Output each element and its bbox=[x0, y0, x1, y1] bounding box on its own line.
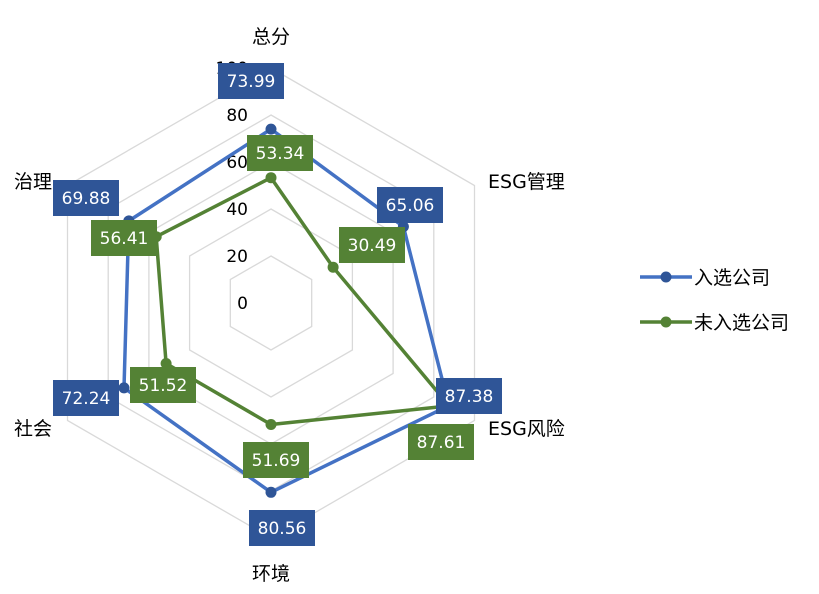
data-label-series-2-4: 51.52 bbox=[130, 367, 196, 403]
series-layer bbox=[118, 123, 455, 498]
legend-marker-series-1 bbox=[660, 271, 672, 283]
data-label-text: 69.88 bbox=[62, 189, 111, 209]
data-label-box bbox=[53, 380, 119, 416]
data-label-text: 51.69 bbox=[252, 451, 301, 471]
legend-marker-series-2 bbox=[660, 316, 672, 328]
data-label-text: 53.34 bbox=[256, 144, 305, 164]
axis-label-2: ESG风险 bbox=[488, 418, 565, 440]
data-label-series-1-4: 72.24 bbox=[53, 380, 119, 416]
tick-label-40: 40 bbox=[226, 200, 248, 220]
point-series-2-0 bbox=[265, 172, 277, 184]
data-label-text: 87.61 bbox=[417, 433, 466, 453]
data-label-box bbox=[249, 510, 315, 546]
data-label-box bbox=[91, 220, 157, 256]
data-label-series-1-2: 87.38 bbox=[436, 378, 502, 414]
data-label-series-2-2: 87.61 bbox=[408, 424, 474, 460]
point-series-1-3 bbox=[265, 486, 277, 498]
data-label-box bbox=[436, 378, 502, 414]
data-label-box bbox=[130, 367, 196, 403]
data-labels: 73.99 65.06 87.38 80.56 72.24 69.88 53.34 30.49… bbox=[53, 63, 502, 546]
data-label-series-2-1: 30.49 bbox=[339, 227, 405, 263]
tick-label-20: 20 bbox=[226, 247, 248, 267]
data-label-box bbox=[377, 187, 443, 223]
data-label-text: 51.52 bbox=[139, 376, 188, 396]
data-label-text: 80.56 bbox=[258, 519, 307, 539]
data-label-text: 72.24 bbox=[62, 389, 111, 409]
data-label-series-1-0: 73.99 bbox=[218, 63, 284, 99]
point-series-1-0 bbox=[265, 123, 277, 135]
legend-item-series-1: 入选公司 bbox=[640, 267, 770, 289]
data-label-text: 73.99 bbox=[227, 72, 276, 92]
point-series-2-1 bbox=[327, 261, 339, 273]
legend-label-series-1: 入选公司 bbox=[694, 267, 770, 289]
data-label-box bbox=[53, 180, 119, 216]
legend: 入选公司 未入选公司 bbox=[640, 267, 789, 334]
data-label-series-2-3: 51.69 bbox=[243, 442, 309, 478]
legend-label-series-2: 未入选公司 bbox=[694, 312, 789, 334]
data-label-series-1-5: 69.88 bbox=[53, 180, 119, 216]
legend-item-series-2: 未入选公司 bbox=[640, 312, 789, 334]
data-label-text: 65.06 bbox=[386, 196, 435, 216]
data-label-series-1-3: 80.56 bbox=[249, 510, 315, 546]
tick-label-60: 60 bbox=[226, 153, 248, 173]
axis-label-4: 社会 bbox=[14, 418, 52, 440]
data-label-text: 56.41 bbox=[100, 229, 149, 249]
axis-label-1: ESG管理 bbox=[488, 171, 565, 193]
axis-label-5: 治理 bbox=[14, 171, 52, 193]
data-label-box bbox=[339, 227, 405, 263]
point-series-1-4 bbox=[118, 382, 130, 394]
tick-label-80: 80 bbox=[226, 106, 248, 126]
data-label-series-1-1: 65.06 bbox=[377, 187, 443, 223]
data-label-series-2-5: 56.41 bbox=[91, 220, 157, 256]
tick-label-0: 0 bbox=[237, 294, 248, 314]
data-label-box bbox=[243, 442, 309, 478]
data-label-box bbox=[408, 424, 474, 460]
data-label-text: 30.49 bbox=[348, 236, 397, 256]
data-label-box bbox=[218, 63, 284, 99]
gridline-80 bbox=[107, 114, 435, 492]
data-label-series-2-0: 53.34 bbox=[247, 135, 313, 171]
data-label-text: 87.38 bbox=[445, 387, 494, 407]
series-1 bbox=[118, 123, 455, 498]
point-series-2-3 bbox=[265, 419, 277, 430]
axis-label-0: 总分 bbox=[252, 26, 290, 48]
gridline-40 bbox=[188, 208, 354, 398]
data-label-box bbox=[247, 135, 313, 171]
series-line-1 bbox=[122, 127, 451, 495]
axis-label-3: 环境 bbox=[252, 563, 290, 585]
point-series-2-4 bbox=[160, 358, 172, 369]
gridline-20 bbox=[229, 255, 313, 351]
